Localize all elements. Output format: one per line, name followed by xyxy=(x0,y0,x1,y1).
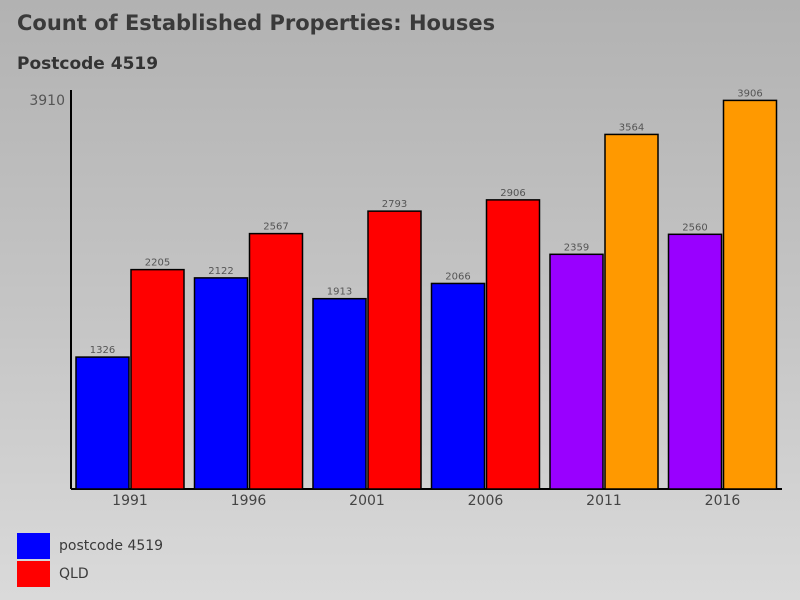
data-label-postcode-1991: 1326 xyxy=(90,345,115,356)
x-tick-label-2006: 2006 xyxy=(468,493,504,509)
data-label-postcode-2001: 1913 xyxy=(327,287,352,298)
data-label-qld-2001: 2793 xyxy=(382,199,407,210)
data-label-qld-2016: 3906 xyxy=(737,88,762,99)
chart-title: Count of Established Properties: Houses xyxy=(17,11,496,35)
y-axis-max-label: 3910 xyxy=(29,93,65,109)
x-tick-label-1991: 1991 xyxy=(112,493,148,509)
data-label-postcode-2016: 2560 xyxy=(682,222,707,233)
x-tick-label-2001: 2001 xyxy=(349,493,385,509)
bar-postcode-2016 xyxy=(667,233,723,490)
legend-swatch-qld xyxy=(17,561,50,587)
bar-qld-2001 xyxy=(367,210,422,490)
legend-swatch-postcode xyxy=(17,533,50,559)
data-label-postcode-2006: 2066 xyxy=(445,271,470,282)
chart-subtitle: Postcode 4519 xyxy=(17,54,159,74)
bar-postcode-2011 xyxy=(549,253,604,490)
bar-postcode-1991 xyxy=(75,356,130,490)
data-label-qld-1996: 2567 xyxy=(263,222,288,233)
data-label-postcode-1996: 2122 xyxy=(208,266,233,277)
x-tick-label-1996: 1996 xyxy=(231,493,267,509)
data-label-qld-2006: 2906 xyxy=(500,188,525,199)
data-label-qld-1991: 2205 xyxy=(145,258,170,269)
x-tick-label-2011: 2011 xyxy=(586,493,622,509)
legend-item-postcode: postcode 4519 xyxy=(17,532,163,560)
bar-qld-1991 xyxy=(130,268,185,490)
bar-qld-1996 xyxy=(248,232,304,490)
data-label-qld-2011: 3564 xyxy=(619,122,644,133)
bar-postcode-2001 xyxy=(312,297,367,490)
legend-label-postcode: postcode 4519 xyxy=(59,538,164,554)
data-label-postcode-2011: 2359 xyxy=(564,242,589,253)
legend-label-qld: QLD xyxy=(59,566,89,582)
x-tick-label-2016: 2016 xyxy=(705,493,741,509)
bar-qld-2011 xyxy=(604,133,659,490)
bar-postcode-1996 xyxy=(193,277,249,490)
bar-postcode-2006 xyxy=(430,282,486,490)
bar-qld-2016 xyxy=(722,99,778,490)
legend-item-qld: QLD xyxy=(17,560,163,588)
bar-qld-2006 xyxy=(485,199,541,490)
legend: postcode 4519 QLD xyxy=(17,532,163,588)
